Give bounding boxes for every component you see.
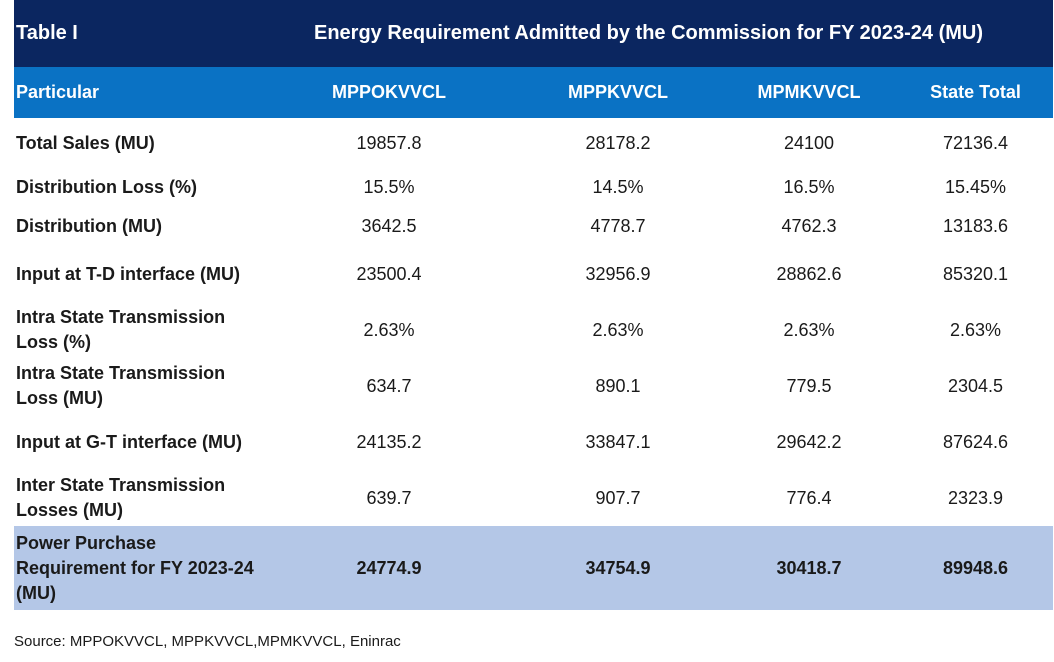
table-row: Distribution (MU) 3642.5 4778.7 4762.3 1… bbox=[14, 206, 1053, 246]
table-row: Distribution Loss (%) 15.5% 14.5% 16.5% … bbox=[14, 168, 1053, 206]
cell-mpmkvvcl: 24100 bbox=[783, 132, 835, 153]
table-row: Input at T-D interface (MU) 23500.4 3295… bbox=[14, 246, 1053, 302]
row-label: Power Purchase Requirement for FY 2023-2… bbox=[16, 532, 254, 603]
cell-mppokvvcl: 634.7 bbox=[366, 375, 412, 396]
cell-mppokvvcl: 639.7 bbox=[366, 487, 412, 508]
table-row: Intra State Transmission Loss (MU) 634.7… bbox=[14, 358, 1053, 414]
row-label: Total Sales (MU) bbox=[16, 132, 155, 153]
cell-mpmkvvcl: 29642.2 bbox=[776, 431, 842, 452]
row-label: Distribution Loss (%) bbox=[16, 176, 197, 197]
cell-state-total: 2304.5 bbox=[947, 375, 1004, 396]
row-label: Inter State Transmission Losses (MU) bbox=[16, 475, 226, 520]
energy-requirement-table: Table I Energy Requirement Admitted by t… bbox=[14, 0, 1053, 610]
cell-mppokvvcl: 15.5% bbox=[363, 176, 415, 197]
table-row: Intra State Transmission Loss (%) 2.63% … bbox=[14, 302, 1053, 358]
cell-mpmkvvcl: 16.5% bbox=[783, 176, 835, 197]
cell-mppokvvcl: 23500.4 bbox=[356, 263, 422, 284]
cell-mpmkvvcl: 30418.7 bbox=[776, 557, 842, 578]
cell-mppkvvcl: 32956.9 bbox=[585, 263, 651, 284]
cell-mppokvvcl: 24774.9 bbox=[356, 557, 422, 578]
table-row: Inter State Transmission Losses (MU) 639… bbox=[14, 470, 1053, 526]
cell-state-total: 2.63% bbox=[949, 319, 1002, 340]
cell-mppkvvcl: 890.1 bbox=[595, 375, 641, 396]
cell-mpmkvvcl: 776.4 bbox=[786, 487, 832, 508]
cell-state-total: 87624.6 bbox=[942, 431, 1009, 452]
cell-state-total: 72136.4 bbox=[942, 132, 1009, 153]
cell-state-total: 13183.6 bbox=[942, 215, 1009, 236]
row-label: Input at G-T interface (MU) bbox=[16, 431, 242, 452]
header-state-total: State Total bbox=[930, 82, 1021, 102]
cell-mppokvvcl: 3642.5 bbox=[361, 215, 417, 236]
header-mppkvvcl: MPPKVVCL bbox=[567, 82, 668, 102]
cell-mppokvvcl: 24135.2 bbox=[356, 431, 422, 452]
cell-mppkvvcl: 4778.7 bbox=[590, 215, 646, 236]
row-label: Input at T-D interface (MU) bbox=[16, 263, 240, 284]
cell-mppokvvcl: 19857.8 bbox=[356, 132, 422, 153]
row-label: Intra State Transmission Loss (%) bbox=[16, 307, 226, 352]
cell-state-total: 85320.1 bbox=[942, 263, 1009, 284]
cell-mpmkvvcl: 4762.3 bbox=[781, 215, 837, 236]
cell-mpmkvvcl: 28862.6 bbox=[776, 263, 842, 284]
cell-mppkvvcl: 33847.1 bbox=[585, 431, 651, 452]
cell-mppkvvcl: 14.5% bbox=[592, 176, 644, 197]
table-id-label: Table I bbox=[16, 22, 78, 44]
row-label: Distribution (MU) bbox=[16, 215, 162, 236]
table-header-row: Particular MPPOKVVCL MPPKVVCL MPMKVVCL S… bbox=[14, 67, 1053, 118]
cell-mpmkvvcl: 779.5 bbox=[786, 375, 832, 396]
header-mpmkvvcl: MPMKVVCL bbox=[757, 82, 861, 102]
table-row: Input at G-T interface (MU) 24135.2 3384… bbox=[14, 414, 1053, 470]
cell-state-total: 89948.6 bbox=[942, 557, 1009, 578]
header-particular: Particular bbox=[16, 82, 100, 102]
cell-mppokvvcl: 2.63% bbox=[363, 319, 415, 340]
table-row: Total Sales (MU) 19857.8 28178.2 24100 7… bbox=[14, 118, 1053, 168]
total-requirement-row: Power Purchase Requirement for FY 2023-2… bbox=[14, 526, 1053, 610]
cell-mppkvvcl: 907.7 bbox=[595, 487, 641, 508]
cell-mpmkvvcl: 2.63% bbox=[783, 319, 835, 340]
cell-state-total: 2323.9 bbox=[947, 487, 1004, 508]
table-title-bar: Table I Energy Requirement Admitted by t… bbox=[14, 0, 1053, 67]
cell-state-total: 15.45% bbox=[944, 176, 1007, 197]
cell-mppkvvcl: 28178.2 bbox=[585, 132, 651, 153]
cell-mppkvvcl: 34754.9 bbox=[585, 557, 651, 578]
table-title: Energy Requirement Admitted by the Commi… bbox=[314, 22, 984, 44]
header-mppokvvcl: MPPOKVVCL bbox=[331, 82, 446, 102]
row-label: Intra State Transmission Loss (MU) bbox=[16, 363, 226, 408]
cell-mppkvvcl: 2.63% bbox=[592, 319, 644, 340]
source-note: Source: MPPOKVVCL, MPPKVVCL,MPMKVVCL, En… bbox=[14, 633, 401, 650]
